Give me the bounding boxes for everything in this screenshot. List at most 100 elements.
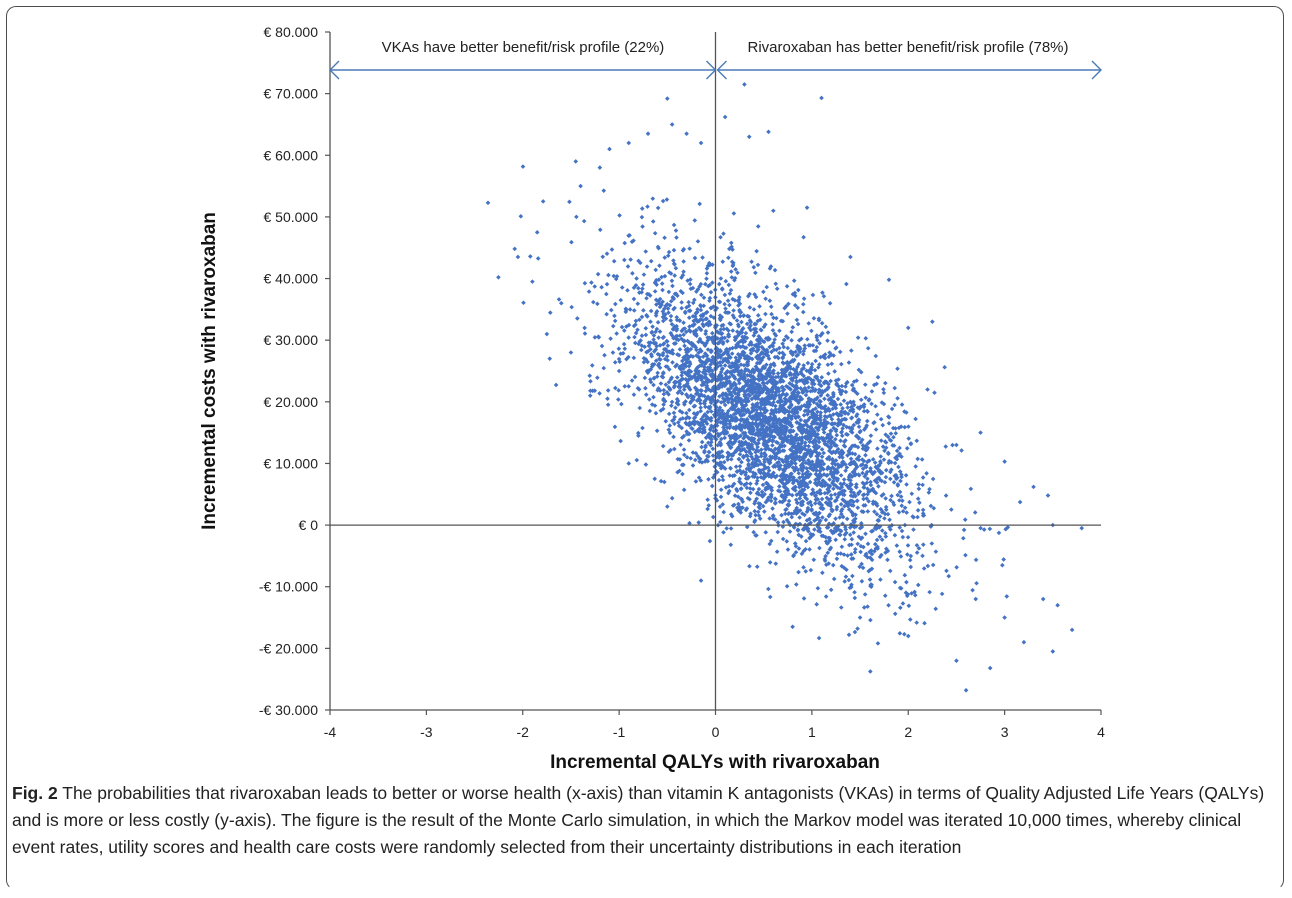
scatter-point — [747, 291, 752, 297]
scatter-point — [848, 498, 853, 504]
scatter-point — [737, 309, 743, 315]
scatter-point — [784, 517, 790, 523]
scatter-point — [794, 408, 799, 414]
scatter-point — [743, 379, 748, 385]
scatter-point — [679, 300, 684, 305]
scatter-point — [774, 385, 779, 391]
scatter-point — [715, 377, 720, 383]
scatter-point — [717, 299, 723, 305]
scatter-point — [658, 408, 664, 413]
scatter-point — [747, 342, 752, 348]
scatter-point — [737, 355, 743, 361]
scatter-point — [856, 472, 861, 477]
scatter-point — [770, 409, 775, 415]
scatter-point — [736, 303, 741, 308]
scatter-point — [914, 550, 920, 555]
scatter-point — [715, 417, 721, 422]
scatter-point — [822, 352, 828, 357]
scatter-point — [825, 550, 831, 556]
scatter-point — [726, 332, 731, 337]
scatter-point — [845, 405, 850, 410]
scatter-point — [895, 492, 901, 498]
scatter-point — [873, 546, 879, 551]
scatter-point — [575, 316, 580, 321]
scatter-point — [899, 528, 905, 534]
scatter-point — [694, 398, 700, 403]
scatter-point — [723, 356, 728, 362]
scatter-point — [827, 437, 833, 443]
scatter-point — [763, 296, 768, 302]
scatter-point — [699, 339, 704, 345]
scatter-point — [766, 433, 772, 438]
scatter-point — [686, 407, 692, 413]
scatter-point — [759, 447, 764, 452]
scatter-point — [512, 246, 518, 252]
scatter-point — [813, 434, 819, 439]
scatter-point — [715, 398, 721, 404]
scatter-point — [807, 431, 812, 437]
scatter-point — [631, 355, 637, 361]
scatter-point — [547, 356, 553, 361]
scatter-point — [636, 341, 641, 347]
scatter-point — [779, 423, 785, 428]
scatter-point — [883, 504, 889, 510]
scatter-point — [898, 605, 903, 611]
scatter-point — [748, 319, 753, 325]
scatter-point — [759, 489, 765, 495]
scatter-point — [678, 378, 684, 383]
scatter-point — [754, 403, 759, 409]
scatter-point — [862, 481, 867, 487]
scatter-point — [792, 357, 797, 363]
scatter-point — [849, 425, 855, 431]
scatter-point — [783, 473, 789, 478]
scatter-point — [788, 474, 794, 479]
scatter-point — [741, 406, 747, 411]
scatter-point — [740, 499, 746, 504]
scatter-point — [851, 379, 857, 384]
scatter-point — [942, 364, 947, 370]
scatter-point — [657, 388, 663, 393]
scatter-point — [737, 380, 742, 386]
scatter-point — [643, 332, 649, 338]
scatter-point — [812, 439, 818, 445]
scatter-point — [635, 385, 641, 391]
scatter-point — [816, 365, 821, 370]
scatter-point — [737, 451, 743, 457]
scatter-point — [725, 349, 731, 355]
scatter-point — [795, 352, 801, 358]
x-tick-label: -1 — [613, 724, 626, 740]
scatter-point — [719, 323, 725, 328]
scatter-point — [827, 538, 833, 543]
scatter-point — [881, 401, 887, 407]
scatter-point — [911, 527, 916, 532]
scatter-point — [802, 385, 808, 391]
scatter-point — [732, 376, 738, 381]
scatter-point — [729, 351, 735, 356]
scatter-point — [651, 349, 657, 354]
scatter-point — [865, 409, 870, 414]
scatter-point — [746, 463, 751, 469]
scatter-point — [915, 496, 921, 502]
scatter-point — [850, 510, 855, 516]
scatter-point — [801, 296, 807, 301]
scatter-point — [880, 509, 885, 514]
scatter-point — [888, 438, 894, 443]
scatter-point — [747, 393, 753, 398]
scatter-point — [850, 573, 855, 579]
scatter-point — [788, 428, 793, 433]
scatter-point — [805, 336, 810, 342]
scatter-point — [692, 297, 697, 303]
scatter-point — [706, 320, 712, 325]
scatter-point — [750, 367, 756, 372]
scatter-point — [720, 341, 726, 346]
scatter-point — [660, 309, 666, 314]
scatter-point — [738, 344, 743, 350]
scatter-point — [703, 328, 709, 334]
scatter-point — [706, 416, 712, 422]
scatter-point — [612, 424, 618, 430]
scatter-point — [730, 383, 736, 388]
scatter-point — [709, 483, 715, 489]
scatter-point — [722, 335, 728, 341]
scatter-point — [845, 503, 851, 509]
scatter-point — [823, 517, 829, 523]
